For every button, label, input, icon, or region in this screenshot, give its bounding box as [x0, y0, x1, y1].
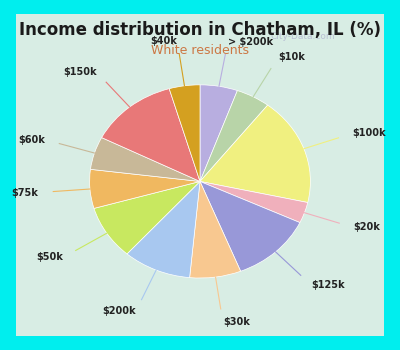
Text: $40k: $40k — [150, 36, 177, 46]
Text: $100k: $100k — [352, 128, 386, 139]
Wedge shape — [102, 89, 200, 181]
Wedge shape — [127, 181, 200, 278]
Wedge shape — [94, 181, 200, 254]
Wedge shape — [90, 138, 200, 181]
Text: Income distribution in Chatham, IL (%): Income distribution in Chatham, IL (%) — [19, 21, 381, 39]
Text: $10k: $10k — [278, 52, 305, 62]
Text: $200k: $200k — [102, 307, 136, 316]
Text: City-Data.com: City-Data.com — [271, 32, 335, 41]
Wedge shape — [200, 181, 300, 271]
Wedge shape — [169, 85, 200, 181]
Text: $75k: $75k — [12, 188, 38, 197]
Wedge shape — [90, 169, 200, 208]
Wedge shape — [200, 181, 308, 223]
Text: $20k: $20k — [353, 222, 380, 232]
Text: > $200k: > $200k — [228, 37, 273, 47]
Text: $60k: $60k — [18, 135, 45, 145]
Text: $30k: $30k — [223, 317, 250, 327]
Wedge shape — [200, 91, 268, 181]
Text: White residents: White residents — [151, 44, 249, 57]
Wedge shape — [200, 85, 237, 181]
Text: $150k: $150k — [63, 67, 97, 77]
Text: $50k: $50k — [36, 252, 63, 262]
Wedge shape — [200, 105, 310, 203]
Text: $125k: $125k — [311, 280, 344, 290]
Wedge shape — [190, 181, 241, 278]
